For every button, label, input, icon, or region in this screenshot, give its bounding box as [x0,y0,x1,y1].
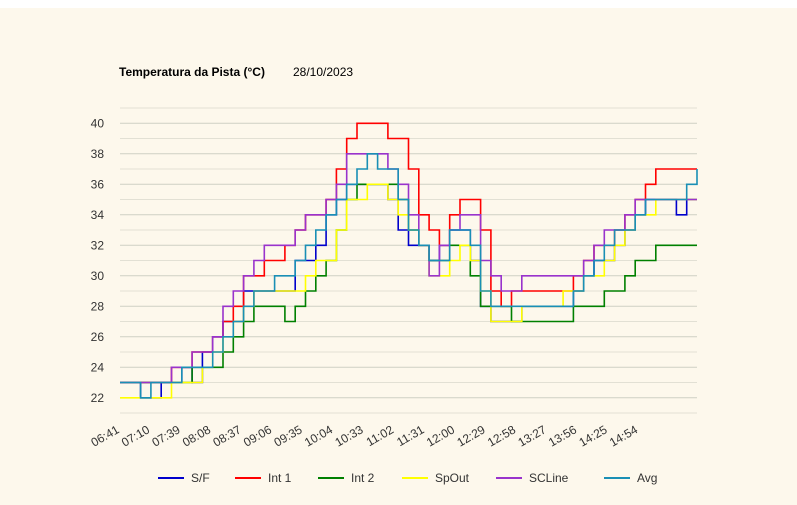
x-tick-label: 13:27 [515,422,548,449]
y-tick-label: 34 [91,208,105,222]
series-line-int-1 [120,122,697,384]
x-tick-label: 14:54 [607,422,640,449]
y-tick-label: 32 [91,238,105,252]
x-tick-label: 08:08 [180,422,213,449]
legend-label: Int 2 [351,471,375,485]
series-line-avg [120,153,698,399]
legend-label: Int 1 [268,471,292,485]
legend-label: S/F [191,471,210,485]
legend-item-scline[interactable]: SCLine [496,471,569,485]
y-tick-label: 40 [91,116,105,130]
y-tick-label: 22 [91,391,105,405]
x-tick-label: 11:02 [364,422,397,449]
legend-item-spout[interactable]: SpOut [402,471,470,485]
x-tick-label: 07:10 [119,422,152,449]
y-tick-label: 28 [91,299,105,313]
chart-panel: Temperatura da Pista (°C) 28/10/2023 22 2… [0,8,797,505]
x-tick-label: 06:41 [88,422,121,449]
x-tick-label: 12:58 [485,422,518,449]
y-tick-label: 30 [91,269,105,283]
x-tick-label: 10:33 [332,422,365,449]
legend-item-int-1[interactable]: Int 1 [235,471,292,485]
x-tick-label: 09:35 [271,422,304,449]
x-tick-label: 12:29 [454,422,487,449]
x-tick-label: 08:37 [210,422,243,449]
legend[interactable]: S/F Int 1 Int 2 SpOut SCLine Avg [158,471,657,485]
legend-item-s-f[interactable]: S/F [158,471,210,485]
series-lines [120,122,698,399]
x-tick-label: 07:39 [149,422,182,449]
y-tick-label: 24 [91,360,105,374]
x-tick-label: 14:25 [576,422,609,449]
chart-title: Temperatura da Pista (°C) [119,65,265,79]
x-tick-label: 13:56 [546,422,579,449]
x-tick-label: 11:31 [394,422,427,449]
legend-label: SpOut [435,471,470,485]
x-axis-ticks: 06:4107:1007:3908:0808:3709:0609:3510:04… [88,422,640,449]
y-axis-ticks: 22 24 26 28 30 32 34 36 38 40 [91,116,105,405]
legend-label: Avg [637,471,657,485]
y-tick-label: 38 [91,147,105,161]
temperature-chart: Temperatura da Pista (°C) 28/10/2023 222… [88,65,698,485]
y-tick-label: 36 [91,177,105,191]
x-tick-label: 09:06 [241,422,274,449]
y-tick-label: 26 [91,330,105,344]
x-tick-label: 10:04 [302,422,335,449]
legend-label: SCLine [529,471,569,485]
series-line-scline [120,153,697,384]
legend-item-avg[interactable]: Avg [604,471,657,485]
x-tick-label: 12:00 [424,422,457,449]
chart-title-group: Temperatura da Pista (°C) 28/10/2023 [119,65,353,79]
chart-subtitle-date: 28/10/2023 [293,65,353,79]
legend-item-int-2[interactable]: Int 2 [318,471,375,485]
